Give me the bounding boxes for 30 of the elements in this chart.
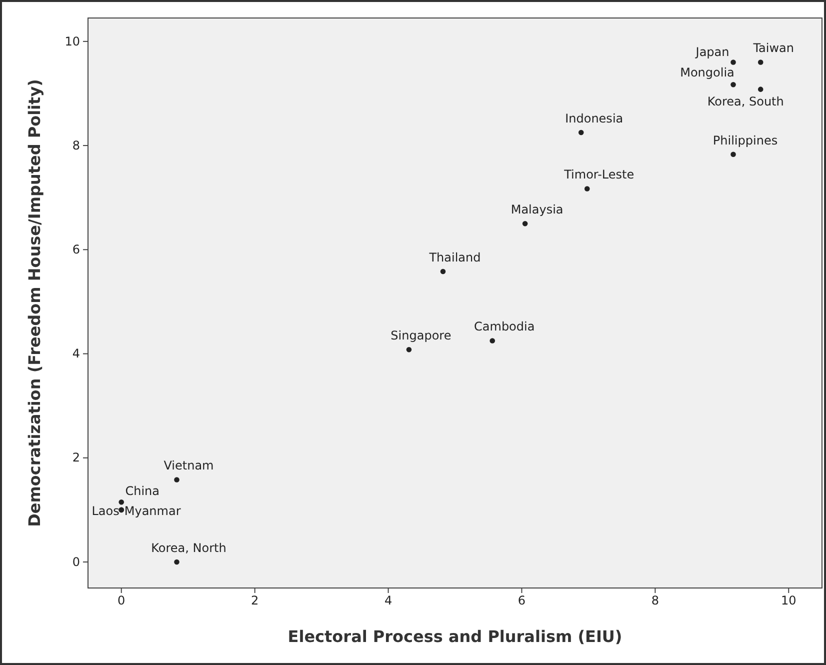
- annotation: Cambodia: [474, 320, 535, 334]
- annotation: Taiwan: [752, 41, 794, 56]
- x-tick-label: 8: [651, 594, 659, 608]
- annotation: China: [125, 484, 160, 498]
- annotation: Philippines: [712, 133, 778, 148]
- y-tick-label: 4: [72, 346, 80, 361]
- annotation: Mongolia: [680, 66, 734, 80]
- y-tick-label: 2: [72, 450, 80, 465]
- x-tick-label: 6: [518, 594, 526, 608]
- annotation: Singapore: [390, 328, 452, 343]
- x-tick-label: 0: [118, 594, 126, 608]
- y-tick-label: 10: [64, 34, 80, 48]
- x-tick-label: 4: [384, 594, 392, 608]
- x-axis-title: Electoral Process and Pluralism (EIU): [288, 627, 622, 646]
- annotation: Thailand: [428, 250, 481, 265]
- y-tick-label: 0: [72, 554, 80, 569]
- x-tick-label: 2: [251, 594, 259, 608]
- y-tick-label: 6: [72, 242, 80, 256]
- y-tick-label: 8: [72, 138, 80, 152]
- annotation: Korea, North: [151, 540, 226, 555]
- annotation: Laos: [92, 504, 120, 518]
- annotation: Indonesia: [565, 112, 624, 126]
- annotation: Timor-Leste: [563, 168, 634, 182]
- y-axis-title: Democratization (Freedom House/Imputed Polity): [25, 79, 44, 527]
- annotation: Japan: [694, 45, 730, 60]
- annotation: Vietnam: [164, 458, 214, 473]
- annotation: Korea, South: [707, 94, 784, 108]
- annotation: Malaysia: [510, 202, 564, 217]
- x-tick-label: 10: [780, 594, 796, 608]
- annotation: Myanmar: [124, 504, 181, 518]
